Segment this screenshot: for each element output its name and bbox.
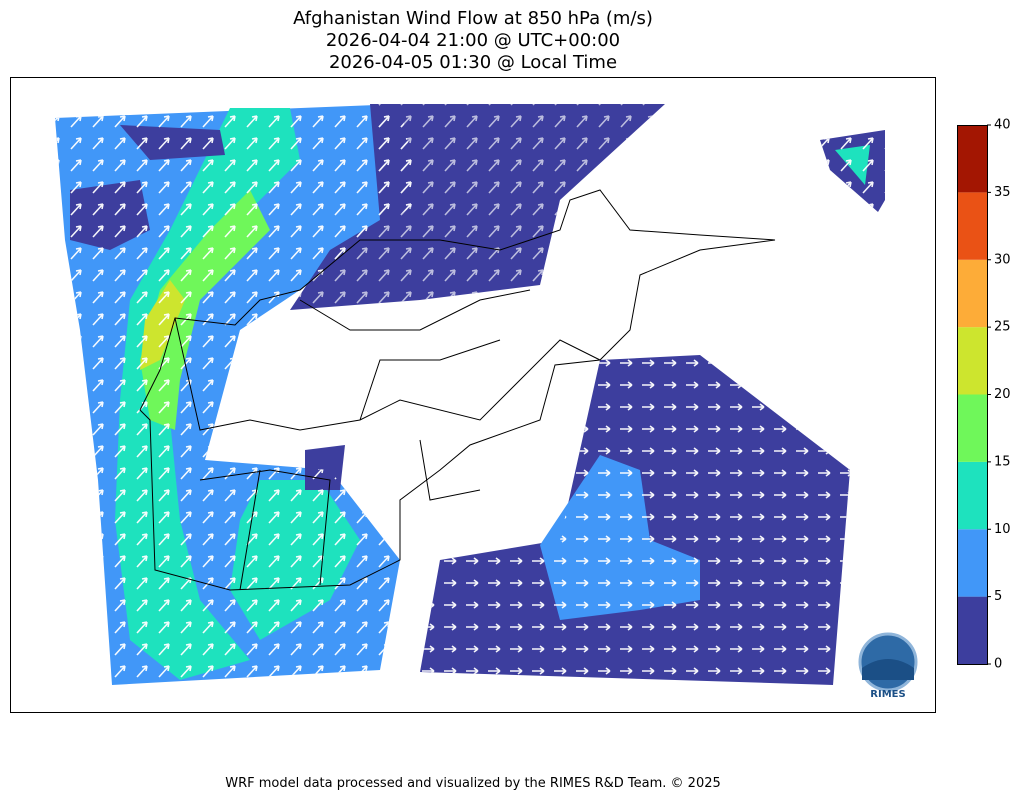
colorbar-tick-label: 40 <box>994 118 1011 133</box>
colorbar-tick-label: 10 <box>994 522 1011 537</box>
country-borders <box>139 189 776 591</box>
colorbar-band <box>957 394 987 462</box>
footer: WRF model data processed and visualized … <box>225 776 721 791</box>
map: RIMES <box>10 77 936 713</box>
title-line: 2026-04-04 21:00 @ UTC+00:00 <box>326 30 620 51</box>
logo-text: RIMES <box>870 689 905 700</box>
colorbar-tick-label: 30 <box>994 252 1011 267</box>
colorbar-tick-label: 25 <box>994 320 1011 335</box>
colorbar-frame <box>957 125 988 665</box>
colorbar-tick-label: 15 <box>994 454 1011 469</box>
colorbar-band <box>957 125 987 193</box>
colorbar-band <box>957 259 987 328</box>
colorbar-tick-label: 20 <box>994 387 1011 402</box>
wind-field <box>55 104 885 685</box>
colorbar-tick-label: 35 <box>994 185 1011 200</box>
colorbar-band <box>957 461 987 530</box>
colorbar-tick-label: 5 <box>994 589 1002 604</box>
colorbar-band <box>957 529 987 597</box>
colorbar-band <box>957 192 987 260</box>
colorbar-band <box>957 596 987 664</box>
colorbar-band <box>957 327 987 395</box>
title-line: 2026-04-05 01:30 @ Local Time <box>329 52 617 73</box>
colorbar-tick-label: 0 <box>994 657 1002 672</box>
logo: RIMES <box>858 632 918 700</box>
title-line: Afghanistan Wind Flow at 850 hPa (m/s) <box>293 8 653 29</box>
colorbar: 0 5 10 15 20 25 30 35 40 <box>957 118 1011 672</box>
